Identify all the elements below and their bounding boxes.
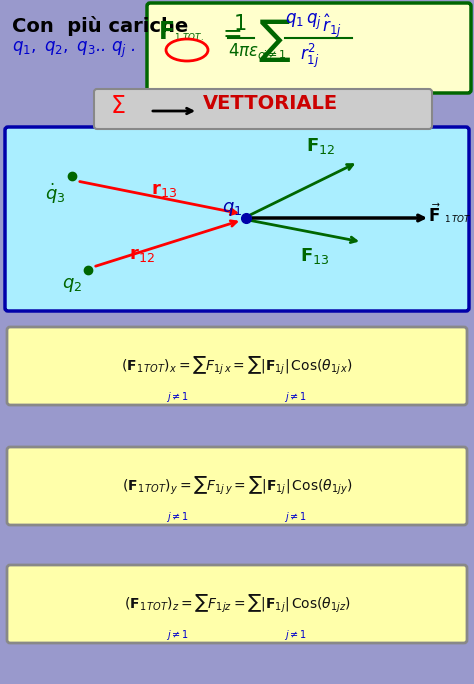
Text: Con  più cariche: Con più cariche (12, 16, 188, 36)
FancyBboxPatch shape (7, 447, 467, 525)
Text: $j\neq 1$: $j\neq 1$ (284, 390, 308, 404)
Text: $q_1$: $q_1$ (222, 200, 242, 218)
Text: $1$: $1$ (233, 14, 246, 34)
Text: VETTORIALE: VETTORIALE (203, 94, 338, 113)
Text: $r^2_{1j}$: $r^2_{1j}$ (300, 42, 319, 70)
Text: $\sum$: $\sum$ (258, 17, 291, 64)
Text: $j\neq 1$: $j\neq 1$ (166, 510, 190, 524)
Text: $j\neq 1$: $j\neq 1$ (261, 48, 287, 62)
Text: $=$: $=$ (218, 20, 242, 44)
Text: $\dot{q}_3$: $\dot{q}_3$ (46, 182, 66, 207)
Text: $_{1\,TOT}$: $_{1\,TOT}$ (444, 212, 471, 225)
Text: $q_1,\ q_2,\ q_3$.. $q_j$ .: $q_1,\ q_2,\ q_3$.. $q_j$ . (12, 40, 136, 60)
Text: $(\mathbf{F}_{1\,TOT})_y = \sum F_{1j\,y} = \sum|\mathbf{F}_{1j}|\,\mathrm{Cos}(: $(\mathbf{F}_{1\,TOT})_y = \sum F_{1j\,y… (122, 475, 352, 497)
Text: $j\neq 1$: $j\neq 1$ (166, 628, 190, 642)
Text: $q_2$: $q_2$ (62, 276, 82, 294)
Text: $4\pi\varepsilon_o$: $4\pi\varepsilon_o$ (228, 41, 266, 61)
Text: $(\mathbf{F}_{1\,TOT})_z = \sum F_{1jz} = \sum|\mathbf{F}_{1j}|\,\mathrm{Cos}(\t: $(\mathbf{F}_{1\,TOT})_z = \sum F_{1jz} … (124, 593, 350, 615)
FancyBboxPatch shape (7, 327, 467, 405)
Text: $\mathbf{F}$: $\mathbf{F}$ (158, 20, 174, 44)
Text: $\mathbf{F}_{13}$: $\mathbf{F}_{13}$ (300, 246, 329, 266)
Text: $_{1\ TOT.}$: $_{1\ TOT.}$ (174, 30, 204, 43)
FancyBboxPatch shape (147, 3, 471, 93)
FancyBboxPatch shape (94, 89, 432, 129)
Text: $j\neq 1$: $j\neq 1$ (284, 628, 308, 642)
Text: $j\neq 1$: $j\neq 1$ (166, 390, 190, 404)
Text: $(\mathbf{F}_{1\,TOT})_x = \sum F_{1j\,x} = \sum|\mathbf{F}_{1j}|\,\mathrm{Cos}(: $(\mathbf{F}_{1\,TOT})_x = \sum F_{1j\,x… (121, 355, 353, 377)
Text: $\vec{\mathbf{F}}$: $\vec{\mathbf{F}}$ (428, 204, 441, 226)
FancyBboxPatch shape (5, 127, 469, 311)
Text: $\mathbf{F}_{12}$: $\mathbf{F}_{12}$ (306, 136, 335, 156)
Text: $\hat{r}_{1j}$: $\hat{r}_{1j}$ (322, 12, 342, 40)
Text: $\mathbf{r}_{13}$: $\mathbf{r}_{13}$ (151, 181, 177, 199)
Text: $q_1\,q_j$: $q_1\,q_j$ (285, 12, 322, 32)
FancyBboxPatch shape (7, 565, 467, 643)
Text: $\Sigma$: $\Sigma$ (110, 94, 126, 118)
Text: $j\neq 1$: $j\neq 1$ (284, 510, 308, 524)
Text: $\mathbf{r}_{12}$: $\mathbf{r}_{12}$ (129, 246, 155, 264)
